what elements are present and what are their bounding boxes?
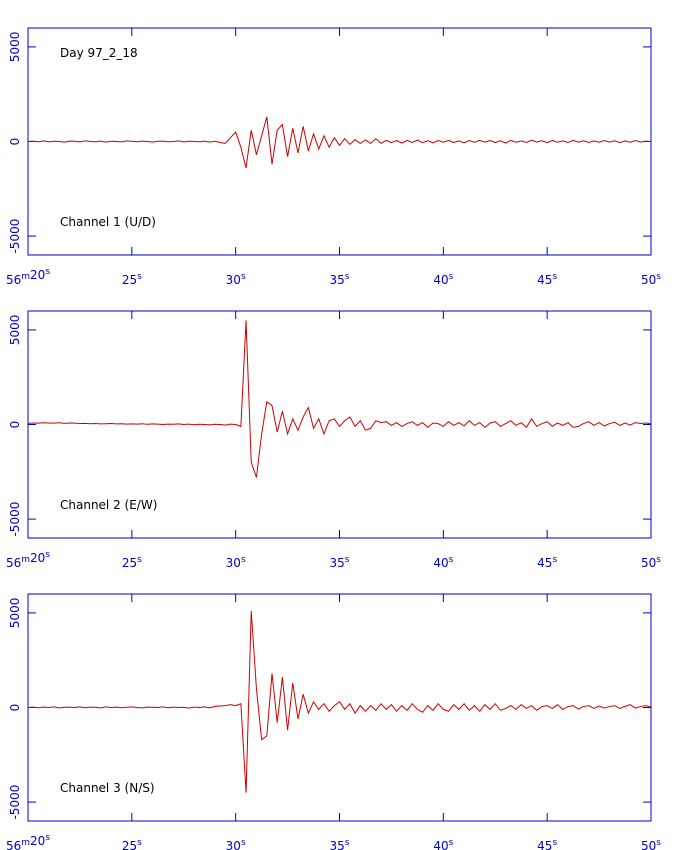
annotation: Channel 1 (U/D) (60, 215, 156, 229)
x-tick-label: 56m20s (6, 550, 50, 570)
annotation: Channel 3 (N/S) (60, 781, 155, 795)
y-tick-label: 0 (8, 421, 22, 429)
waveform (27, 320, 652, 478)
x-tick-label: 30s (226, 272, 246, 287)
x-tick-label: 45s (537, 838, 557, 850)
x-tick-label: 45s (537, 555, 557, 570)
y-tick-label: -5000 (8, 785, 22, 820)
x-tick-label: 50s (641, 838, 661, 850)
y-tick-label: 0 (8, 704, 22, 712)
x-tick-label: 35s (330, 272, 350, 287)
x-tick-label: 50s (641, 555, 661, 570)
y-tick-label: 5000 (8, 32, 22, 63)
annotation: Channel 2 (E/W) (60, 498, 157, 512)
waveform (27, 610, 652, 793)
x-tick-label: 45s (537, 272, 557, 287)
x-tick-label: 35s (330, 838, 350, 850)
x-tick-label: 40s (433, 555, 453, 570)
x-tick-label: 56m20s (6, 267, 50, 287)
x-tick-label: 40s (433, 838, 453, 850)
y-tick-label: 0 (8, 138, 22, 146)
y-tick-label: 5000 (8, 598, 22, 629)
x-tick-label: 25s (122, 555, 142, 570)
y-tick-label: -5000 (8, 502, 22, 537)
y-tick-label: -5000 (8, 219, 22, 254)
x-tick-label: 30s (226, 555, 246, 570)
y-tick-label: 5000 (8, 315, 22, 346)
waveform (27, 116, 652, 169)
x-tick-label: 40s (433, 272, 453, 287)
x-tick-label: 25s (122, 272, 142, 287)
x-tick-label: 50s (641, 272, 661, 287)
annotation: Day 97_2_18 (60, 46, 138, 60)
x-tick-label: 25s (122, 838, 142, 850)
x-tick-label: 35s (330, 555, 350, 570)
x-tick-label: 56m20s (6, 833, 50, 850)
x-tick-label: 30s (226, 838, 246, 850)
